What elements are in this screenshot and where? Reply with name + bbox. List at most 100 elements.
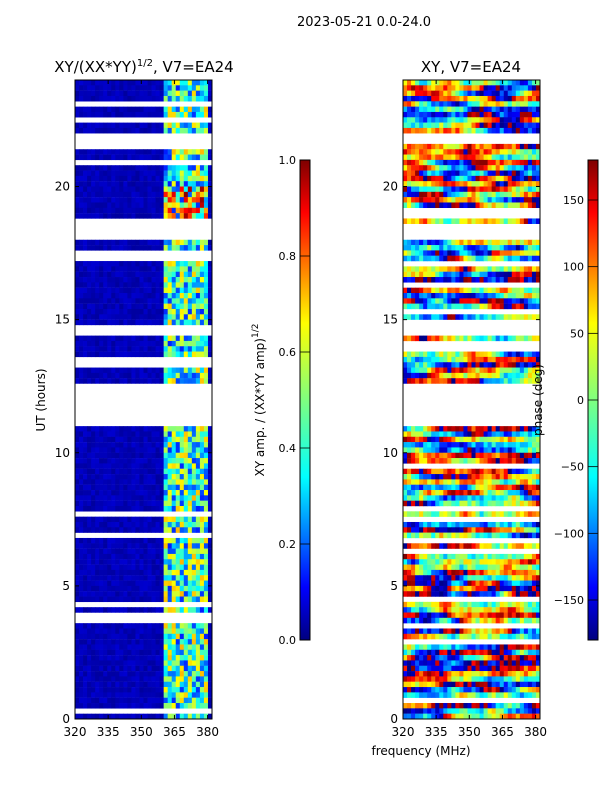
heatmap-cell — [167, 202, 173, 209]
heatmap-cell — [159, 458, 165, 464]
heatmap-cell — [175, 644, 181, 650]
heatmap-cell — [463, 175, 468, 182]
heatmap-cell — [499, 90, 505, 97]
heatmap-cell — [191, 564, 197, 571]
heatmap-cell — [471, 484, 476, 491]
heatmap-cell — [123, 80, 128, 86]
heatmap-cell — [507, 127, 513, 134]
heatmap-cell — [163, 569, 169, 576]
heatmap-cell — [423, 356, 428, 363]
heatmap-cell — [147, 479, 152, 485]
heatmap-cell — [163, 122, 169, 129]
heatmap-cell — [143, 111, 148, 118]
heatmap-cell — [155, 207, 161, 214]
heatmap-cell — [155, 271, 161, 278]
heatmap-cell — [491, 111, 497, 118]
heatmap-cell — [191, 426, 197, 432]
heatmap-cell — [159, 287, 165, 294]
heatmap-cell — [411, 122, 416, 129]
heatmap-cell — [123, 553, 128, 560]
heatmap-cell — [535, 356, 541, 363]
heatmap-cell — [115, 569, 120, 576]
heatmap-cell — [507, 255, 513, 262]
heatmap-cell — [475, 362, 480, 368]
heatmap-cell — [175, 207, 181, 214]
heatmap-cell — [75, 553, 80, 560]
heatmap-cell — [99, 442, 104, 448]
heatmap-cell — [99, 303, 104, 310]
heatmap-cell — [127, 713, 132, 720]
heatmap-cell — [495, 122, 501, 129]
heatmap-cell — [515, 372, 521, 379]
heatmap-cell — [207, 676, 213, 682]
heatmap-cell — [159, 319, 165, 326]
heatmap-cell — [91, 543, 96, 549]
heatmap-cell — [151, 340, 156, 347]
heatmap-cell — [167, 95, 173, 102]
heatmap-cell — [439, 149, 444, 155]
heatmap-cell — [451, 170, 456, 177]
heatmap-cell — [127, 639, 132, 645]
heatmap-cell — [75, 559, 80, 565]
heatmap-cell — [423, 117, 428, 123]
heatmap-cell — [131, 245, 136, 251]
heatmap-cell — [111, 90, 116, 97]
heatmap-cell — [451, 314, 456, 320]
heatmap-cell — [183, 207, 189, 214]
heatmap-cell — [127, 191, 132, 198]
heatmap-cell — [147, 527, 152, 533]
heatmap-cell — [207, 580, 213, 587]
heatmap-cell — [435, 202, 440, 209]
heatmap-cell — [411, 202, 416, 209]
heatmap-cell — [143, 319, 148, 326]
heatmap-cell — [151, 266, 156, 272]
heatmap-cell — [459, 367, 464, 374]
heatmap-cell — [199, 521, 205, 528]
heatmap-cell — [423, 495, 428, 501]
heatmap-cell — [535, 175, 541, 182]
heatmap-cell — [111, 277, 116, 283]
heatmap-cell — [95, 170, 100, 177]
heatmap-cell — [199, 202, 205, 209]
heatmap-cell — [107, 319, 112, 326]
heatmap-cell — [459, 255, 464, 262]
heatmap-cell — [451, 218, 456, 224]
heatmap-cell — [423, 95, 428, 102]
heatmap-cell — [99, 277, 104, 283]
heatmap-cell — [515, 335, 521, 342]
heatmap-cell — [75, 378, 80, 384]
heatmap-cell — [151, 607, 156, 613]
heatmap-cell — [479, 181, 484, 187]
heatmap-cell — [191, 649, 197, 656]
heatmap-cell — [167, 154, 173, 161]
heatmap-cell — [167, 569, 173, 576]
heatmap-cell — [439, 111, 444, 118]
heatmap-cell — [95, 623, 100, 629]
heatmap-cell — [143, 596, 148, 603]
heatmap-cell — [123, 633, 128, 640]
heatmap-cell — [411, 495, 416, 501]
heatmap-cell — [151, 490, 156, 496]
heatmap-cell — [483, 367, 489, 374]
heatmap-cell — [191, 687, 197, 693]
heatmap-cell — [87, 474, 92, 480]
heatmap-cell — [175, 516, 181, 523]
heatmap-cell — [527, 154, 533, 161]
heatmap-cell — [523, 426, 529, 432]
heatmap-cell — [515, 458, 521, 464]
heatmap-cell — [499, 351, 505, 358]
heatmap-cell — [191, 543, 197, 549]
heatmap-cell — [443, 85, 448, 91]
heatmap-cell — [91, 527, 96, 533]
heatmap-cell — [179, 474, 185, 480]
heatmap-cell — [147, 474, 152, 480]
heatmap-cell — [519, 127, 525, 134]
heatmap-cell — [475, 165, 480, 171]
heatmap-cell — [79, 548, 84, 555]
heatmap-cell — [511, 106, 517, 113]
heatmap-cell — [95, 500, 100, 507]
heatmap-cell — [419, 239, 424, 246]
heatmap-cell — [75, 154, 80, 161]
heatmap-cell — [99, 170, 104, 177]
heatmap-cell — [135, 681, 140, 688]
